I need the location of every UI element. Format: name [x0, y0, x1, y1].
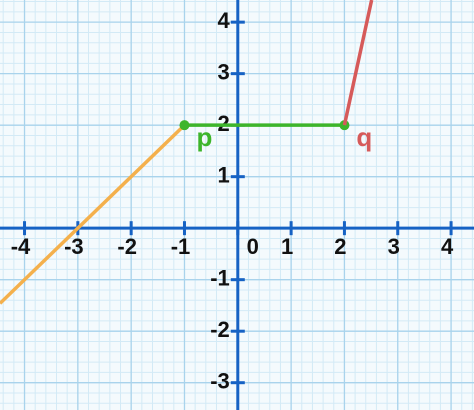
- y-tick-label: 1: [218, 162, 230, 187]
- point-label: p: [196, 122, 212, 152]
- function-line: [342, 0, 374, 126]
- x-tick-label: 0: [247, 234, 259, 259]
- point-label: q: [356, 122, 372, 152]
- x-tick-label: 1: [281, 234, 293, 259]
- x-tick-label: -3: [64, 234, 84, 259]
- y-tick-label: 4: [218, 8, 231, 33]
- y-tick-label: 3: [218, 59, 230, 84]
- function-line: [0, 123, 186, 305]
- x-tick-label: -4: [11, 234, 31, 259]
- y-tick-label: -2: [210, 317, 230, 342]
- x-tick-label: -2: [117, 234, 137, 259]
- x-tick-label: 4: [441, 234, 454, 259]
- y-tick-label: -3: [210, 369, 230, 394]
- x-tick-label: 2: [334, 234, 346, 259]
- y-tick-label: -1: [210, 265, 230, 290]
- endpoint: [179, 120, 190, 131]
- x-tick-label: -1: [171, 234, 191, 259]
- x-tick-label: 3: [388, 234, 400, 259]
